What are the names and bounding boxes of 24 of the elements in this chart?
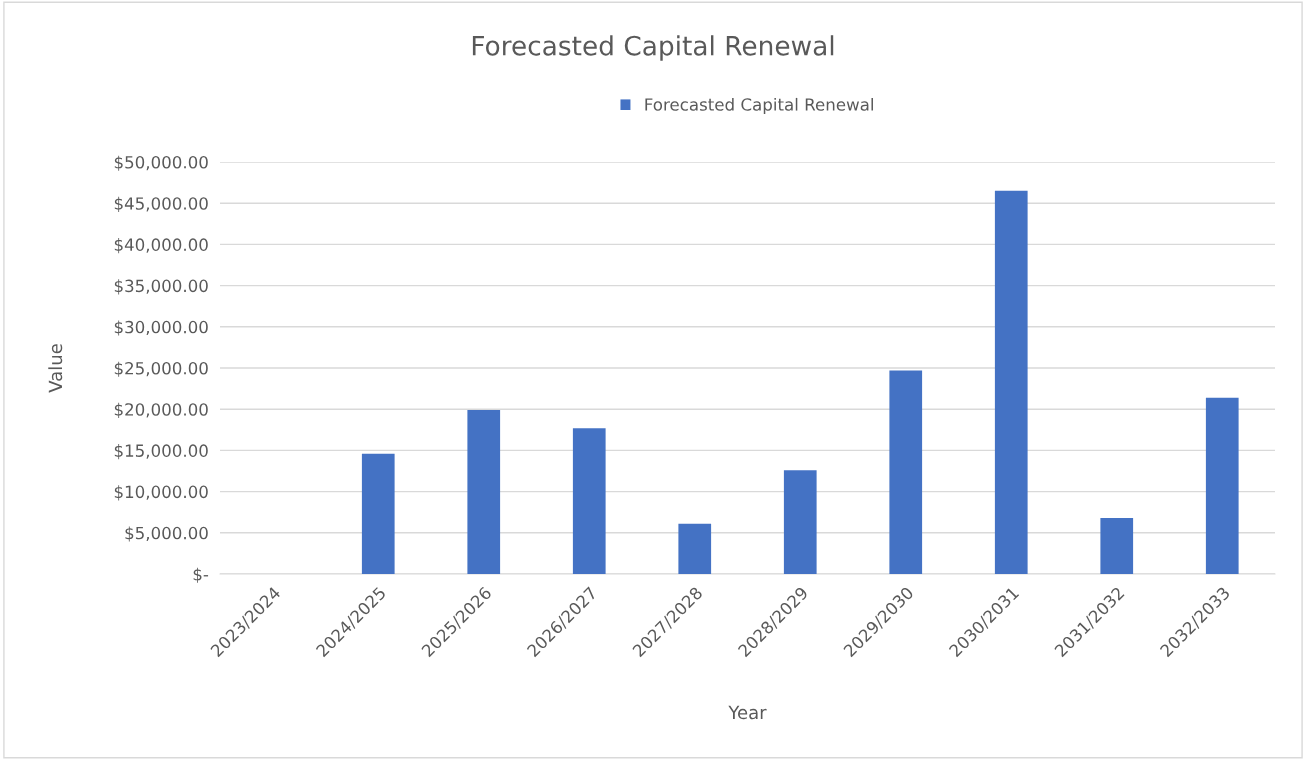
y-tick-label: $30,000.00	[114, 320, 208, 336]
bar	[1100, 517, 1134, 574]
bar	[889, 370, 923, 574]
y-tick-label: $50,000.00	[114, 155, 208, 171]
bar	[361, 453, 395, 574]
y-tick-label: $45,000.00	[114, 196, 208, 212]
bar	[678, 523, 712, 574]
y-tick-label: $20,000.00	[114, 402, 208, 418]
y-tick-label: $15,000.00	[114, 444, 208, 460]
y-tick-label: $35,000.00	[114, 279, 208, 295]
bar	[783, 470, 817, 574]
y-tick-label: $10,000.00	[114, 485, 208, 501]
bar	[1205, 397, 1239, 574]
y-tick-label: $-	[193, 567, 209, 583]
chart-title: Forecasted Capital Renewal	[472, 35, 834, 61]
bar	[994, 190, 1028, 574]
legend-label: Forecasted Capital Renewal	[645, 97, 873, 115]
y-tick-label: $40,000.00	[114, 238, 208, 254]
y-tick-label: $25,000.00	[114, 361, 208, 377]
y-axis-title: Value	[48, 344, 63, 393]
x-axis-title: Year	[728, 705, 767, 720]
bar	[572, 428, 606, 574]
y-tick-label: $5,000.00	[125, 526, 208, 542]
bar	[467, 410, 501, 574]
